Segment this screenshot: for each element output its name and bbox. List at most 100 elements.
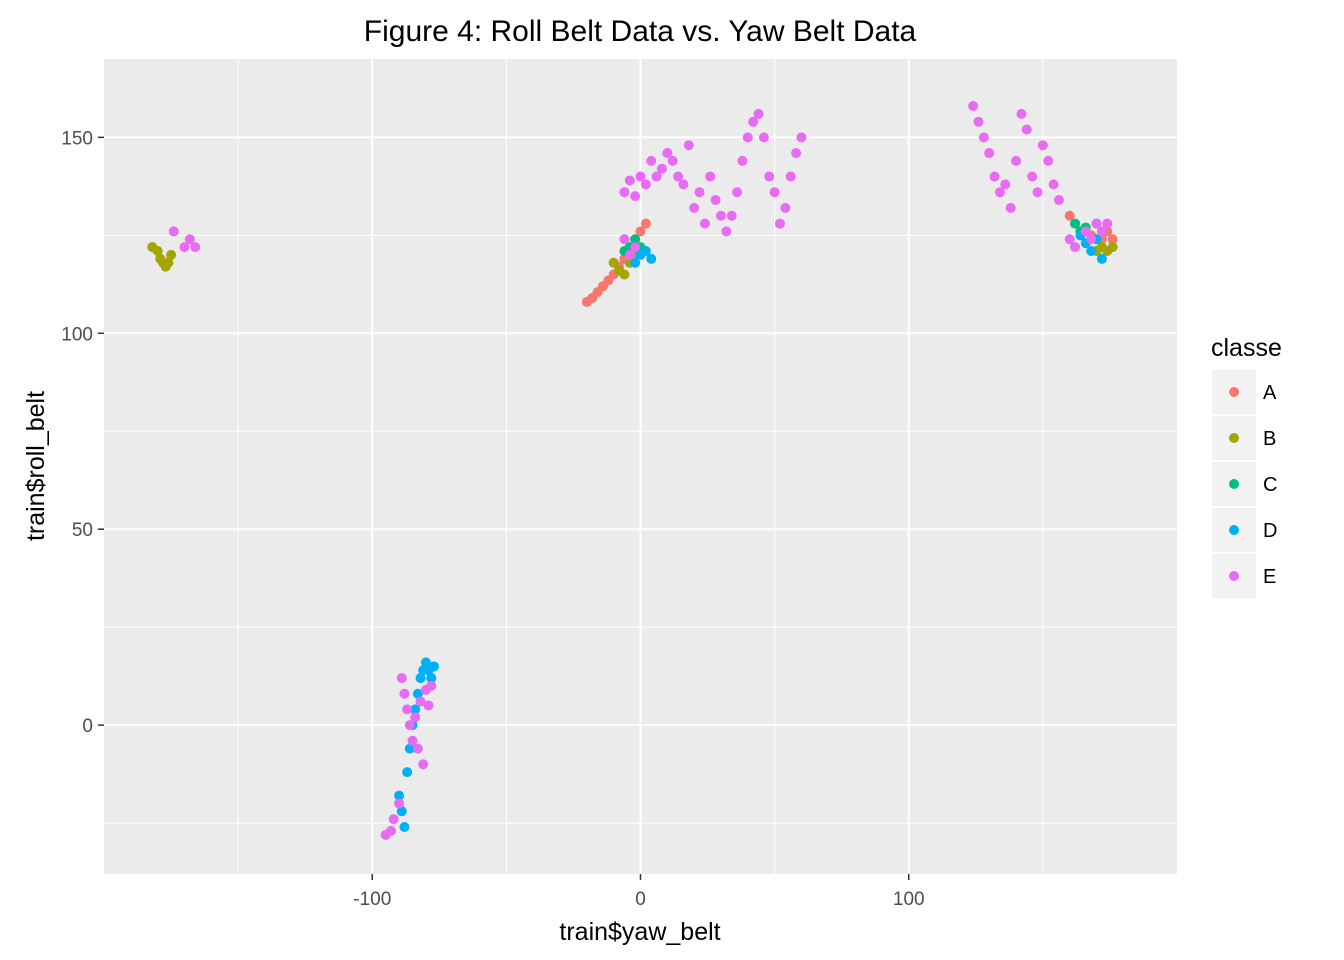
data-point [1107,242,1118,253]
y-axis: 0 50 100 150 [61,128,104,737]
data-point [646,155,657,166]
legend-key-dot [1229,525,1239,535]
data-point [769,187,780,198]
data-point [396,673,407,684]
data-point [785,171,796,182]
data-point [410,704,421,715]
y-tick-label: 150 [61,128,93,149]
data-point [1070,242,1081,253]
data-point [667,155,678,166]
legend-label: C [1263,474,1277,496]
data-point [662,148,673,159]
data-point [1043,155,1054,166]
data-point [978,132,989,143]
data-point [179,242,190,253]
legend-item-A: A [1212,370,1277,414]
data-point [973,116,984,127]
data-point [994,187,1005,198]
data-point [764,171,775,182]
data-point [415,673,426,684]
data-point [694,187,705,198]
data-point [646,253,657,264]
data-point [651,171,662,182]
data-point [1011,155,1022,166]
data-point [1096,226,1107,237]
legend-key-dot [1229,571,1239,581]
data-point [399,821,410,832]
data-point [635,226,646,237]
data-point [410,712,421,723]
legend-key-dot [1229,479,1239,489]
data-point [726,210,737,221]
legend-title: classe [1211,334,1282,362]
legend-label: D [1263,520,1277,542]
data-point [184,234,195,245]
data-point [386,825,397,836]
legend: classe A B C D E [1211,334,1282,598]
data-point [1086,234,1097,245]
data-point [705,171,716,182]
data-point [1021,124,1032,135]
data-point [1053,195,1064,206]
data-point [1086,245,1097,256]
data-point [630,257,641,268]
data-point [721,226,732,237]
y-tick-label: 50 [72,520,93,541]
data-point [984,148,995,159]
data-point [619,269,630,280]
data-point [1080,226,1091,237]
data-point [426,673,437,684]
x-tick-label: 100 [893,889,925,910]
data-point [1048,179,1059,190]
data-points [147,101,1118,840]
y-tick-label: 0 [82,716,93,737]
data-point [163,257,174,268]
data-point [1107,234,1118,245]
data-point [407,735,418,746]
data-point [630,191,641,202]
data-point [190,242,201,253]
data-point [715,210,726,221]
data-point [635,171,646,182]
data-point [402,767,413,778]
data-point [1091,218,1102,229]
data-point [394,790,405,801]
data-point [624,175,635,186]
data-point [989,171,1000,182]
y-tick-label: 100 [61,324,93,345]
data-point [1064,210,1075,221]
data-point [412,743,423,754]
data-point [399,688,410,699]
data-point [420,657,431,668]
x-axis-title: train$yaw_belt [559,918,720,946]
data-point [780,202,791,213]
series-E [168,101,1113,840]
data-point [748,116,759,127]
data-point [791,148,802,159]
data-point [624,249,635,260]
data-point [758,132,769,143]
data-point [1005,202,1016,213]
data-point [732,187,743,198]
legend-item-D: D [1212,508,1277,552]
data-point [1064,234,1075,245]
data-point [742,132,753,143]
x-axis: -100 0 100 [353,874,925,910]
legend-key-dot [1229,387,1239,397]
data-point [166,249,177,260]
data-point [426,680,437,691]
data-point [683,140,694,151]
data-point [673,171,684,182]
chart-title: Figure 4: Roll Belt Data vs. Yaw Belt Da… [364,15,917,48]
data-point [152,245,163,256]
x-tick-label: 0 [635,889,646,910]
data-point [412,688,423,699]
data-point [699,218,710,229]
data-point [774,218,785,229]
data-point [402,704,413,715]
data-point [640,179,651,190]
legend-item-B: B [1212,416,1276,460]
legend-label: A [1263,382,1277,404]
data-point [737,155,748,166]
